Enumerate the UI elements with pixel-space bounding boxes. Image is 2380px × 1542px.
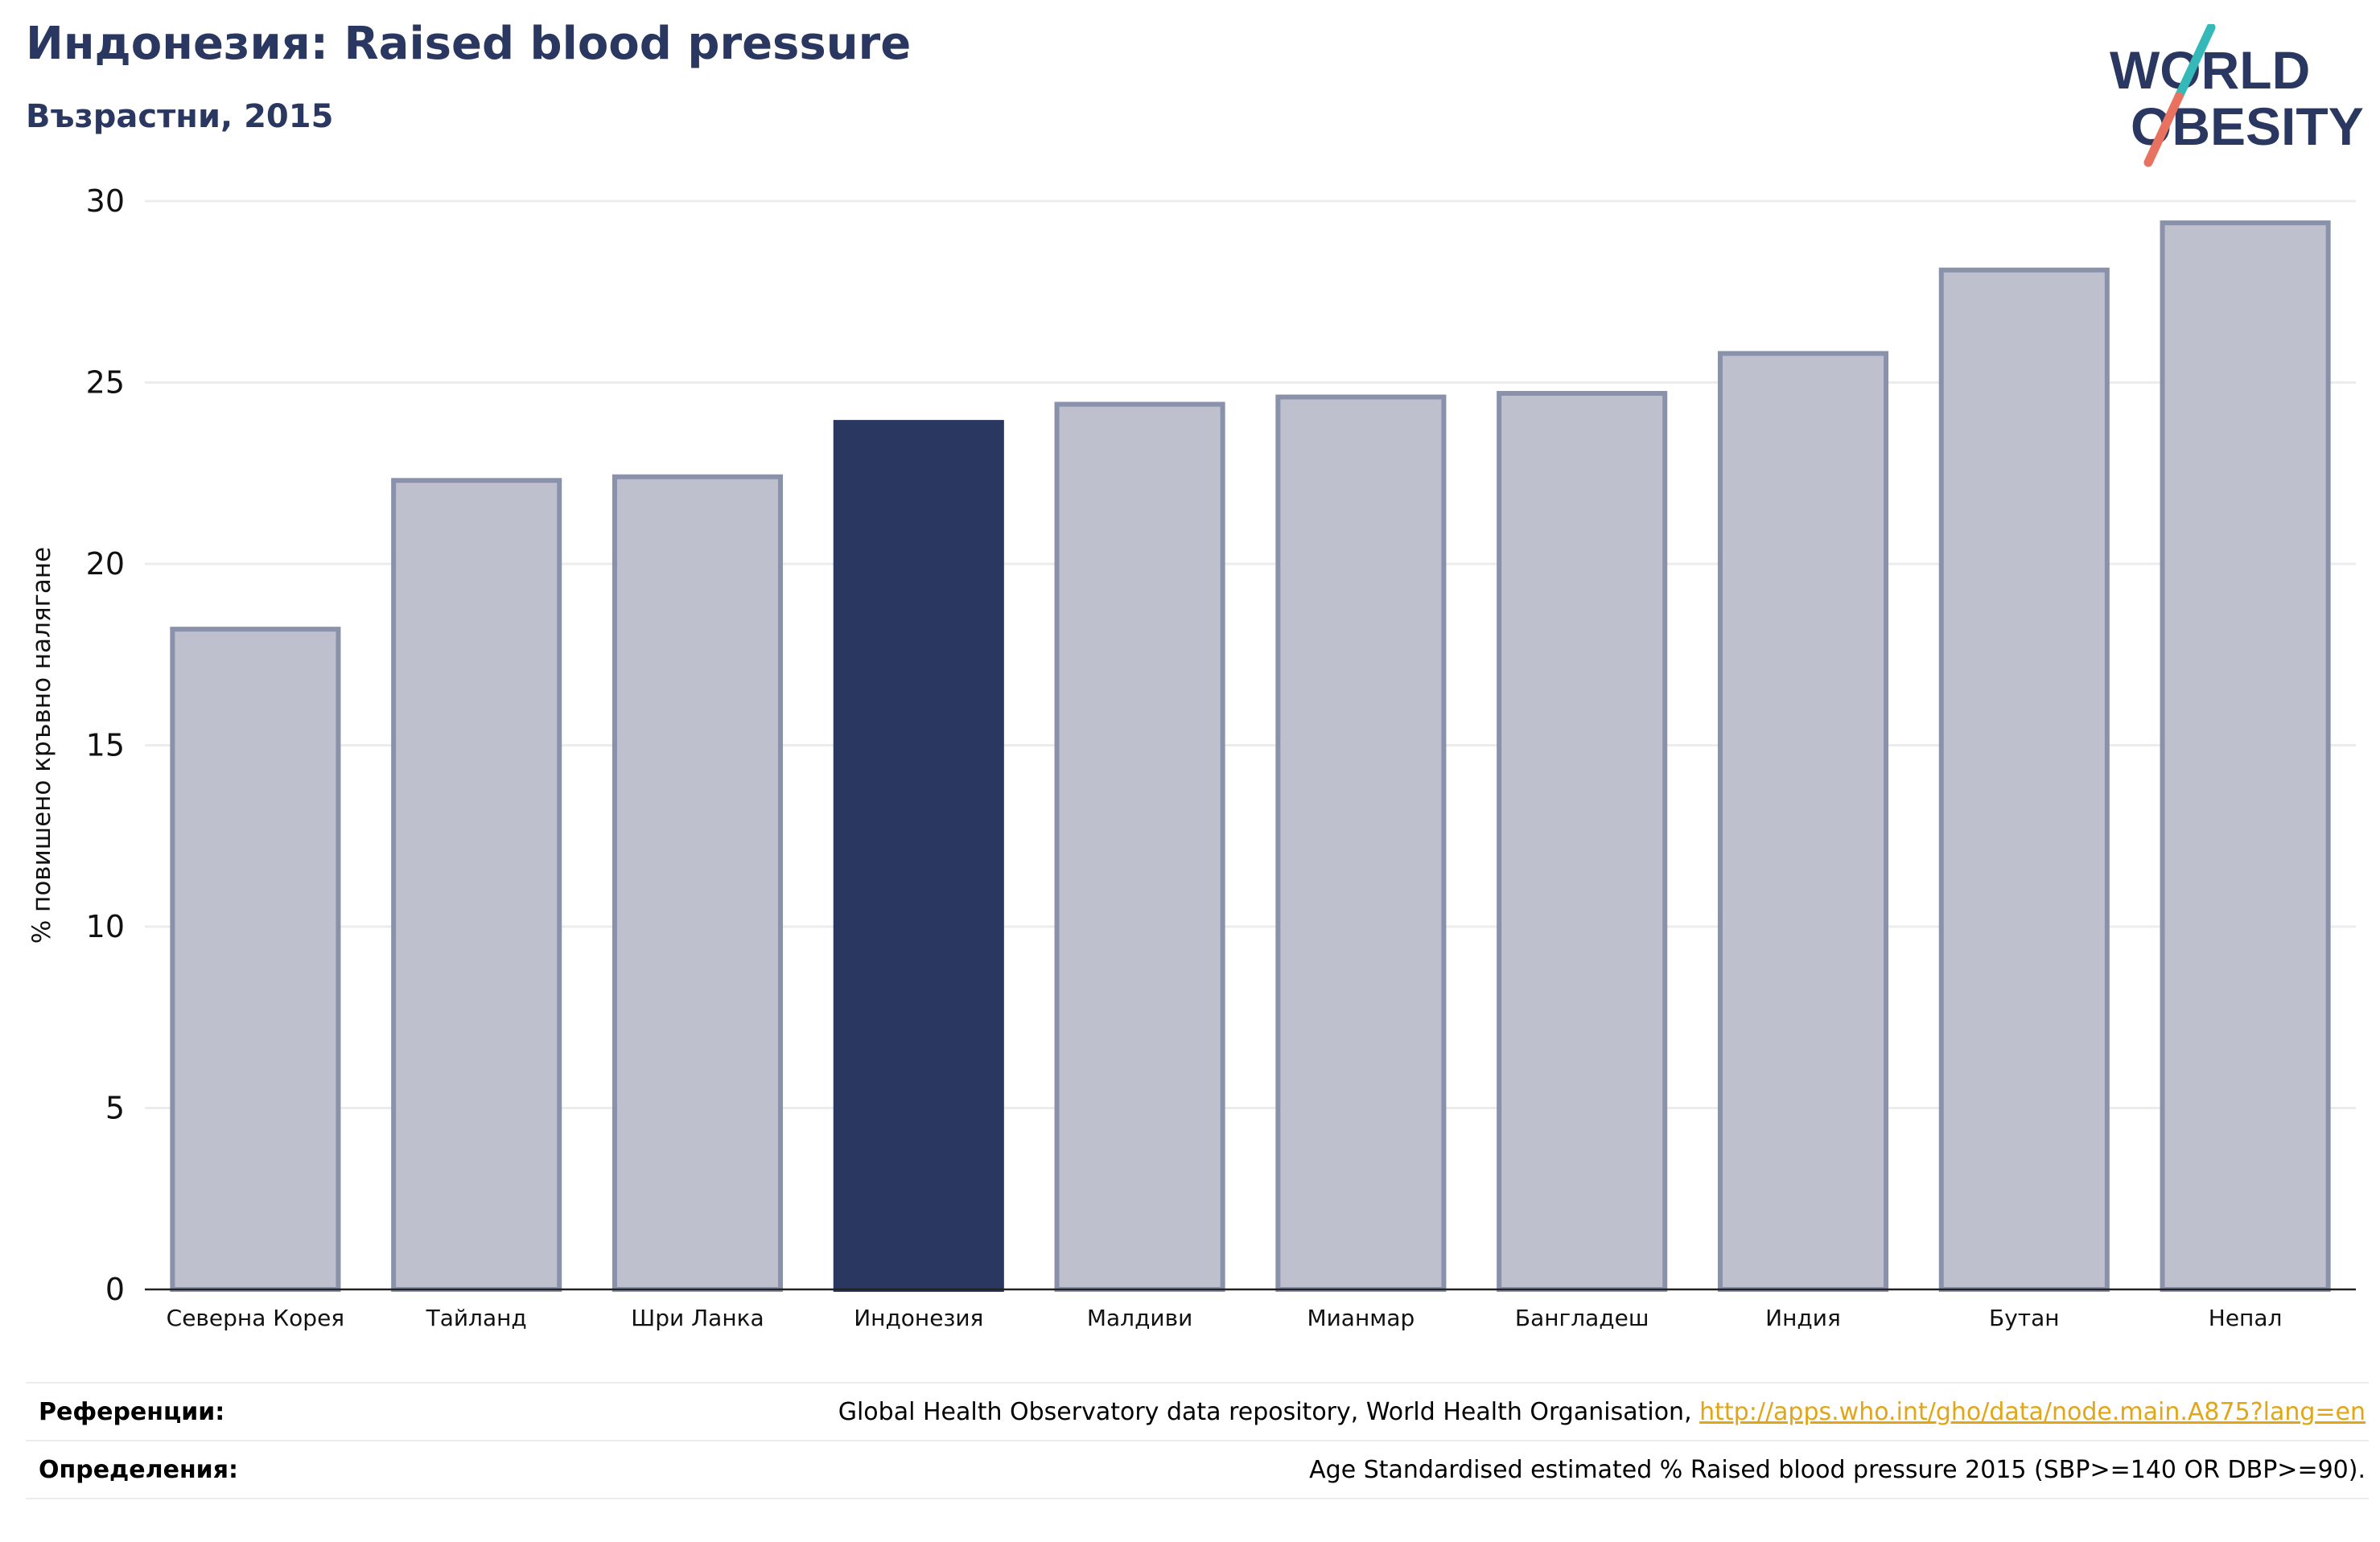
x-tick-label: Малдиви bbox=[1087, 1305, 1192, 1331]
bar-1 bbox=[170, 627, 341, 1292]
references-row: Референции: Global Health Observatory da… bbox=[26, 1382, 2369, 1440]
chart-title: Индонезия: Raised blood pressure bbox=[26, 18, 912, 70]
x-tick-label: Шри Ланка bbox=[631, 1305, 764, 1331]
y-tick-label: 20 bbox=[86, 546, 125, 582]
bar-3 bbox=[611, 474, 784, 1292]
bar-9 bbox=[1938, 267, 2110, 1293]
x-tick-label: Бутан bbox=[1989, 1305, 2060, 1331]
x-tick-label: Индия bbox=[1765, 1305, 1841, 1331]
y-tick-labels: 0 5 10 15 20 25 30 bbox=[86, 183, 125, 1307]
bar-10 bbox=[2160, 220, 2331, 1292]
x-tick-label: Тайланд bbox=[426, 1305, 527, 1331]
bar-chart: 0 5 10 15 20 25 30 Северна Корея Тайланд Шри Лан… bbox=[27, 183, 2356, 1331]
bar-5 bbox=[1054, 401, 1225, 1292]
bar-6 bbox=[1275, 394, 1447, 1292]
bar-7 bbox=[1497, 391, 1668, 1292]
y-tick-label: 30 bbox=[86, 183, 125, 219]
definitions-label: Определения: bbox=[39, 1456, 238, 1484]
references-value: Global Health Observatory data repositor… bbox=[838, 1398, 2366, 1426]
bar-8 bbox=[1717, 351, 1889, 1292]
x-tick-label: Мианмар bbox=[1307, 1305, 1414, 1331]
references-link[interactable]: http://apps.who.int/gho/data/node.main.A… bbox=[1699, 1398, 2366, 1426]
x-tick-label: Северна Корея bbox=[167, 1305, 345, 1331]
x-tick-label: Бангладеш bbox=[1515, 1305, 1649, 1331]
world-obesity-logo: WORLD OBESITY bbox=[2110, 24, 2364, 167]
logo-slash-teal bbox=[2174, 24, 2216, 101]
y-tick-label: 0 bbox=[105, 1272, 125, 1307]
y-tick-label: 25 bbox=[86, 365, 125, 401]
bars bbox=[170, 220, 2331, 1293]
logo-text-world: WORLD bbox=[2110, 40, 2310, 100]
y-tick-label: 15 bbox=[86, 728, 125, 763]
references-label: Референции: bbox=[39, 1398, 225, 1426]
y-tick-label: 5 bbox=[105, 1091, 125, 1126]
logo-slash-coral bbox=[2143, 92, 2184, 167]
definitions-text: Age Standardised estimated % Raised bloo… bbox=[1309, 1456, 2366, 1484]
bar-2 bbox=[391, 478, 562, 1292]
x-tick-label: Непал bbox=[2209, 1305, 2283, 1331]
y-tick-label: 10 bbox=[86, 909, 125, 944]
bar-4 bbox=[833, 420, 1004, 1292]
references-text: Global Health Observatory data repositor… bbox=[838, 1398, 1700, 1426]
definitions-row: Определения: Age Standardised estimated … bbox=[26, 1440, 2369, 1499]
x-tick-label: Индонезия bbox=[854, 1305, 983, 1331]
chart-subtitle: Възрастни, 2015 bbox=[26, 98, 334, 135]
x-tick-labels: Северна Корея Тайланд Шри Ланка Индонезия Ма… bbox=[167, 1305, 2283, 1331]
y-axis-label: % повишено кръвно налягане bbox=[27, 547, 56, 944]
